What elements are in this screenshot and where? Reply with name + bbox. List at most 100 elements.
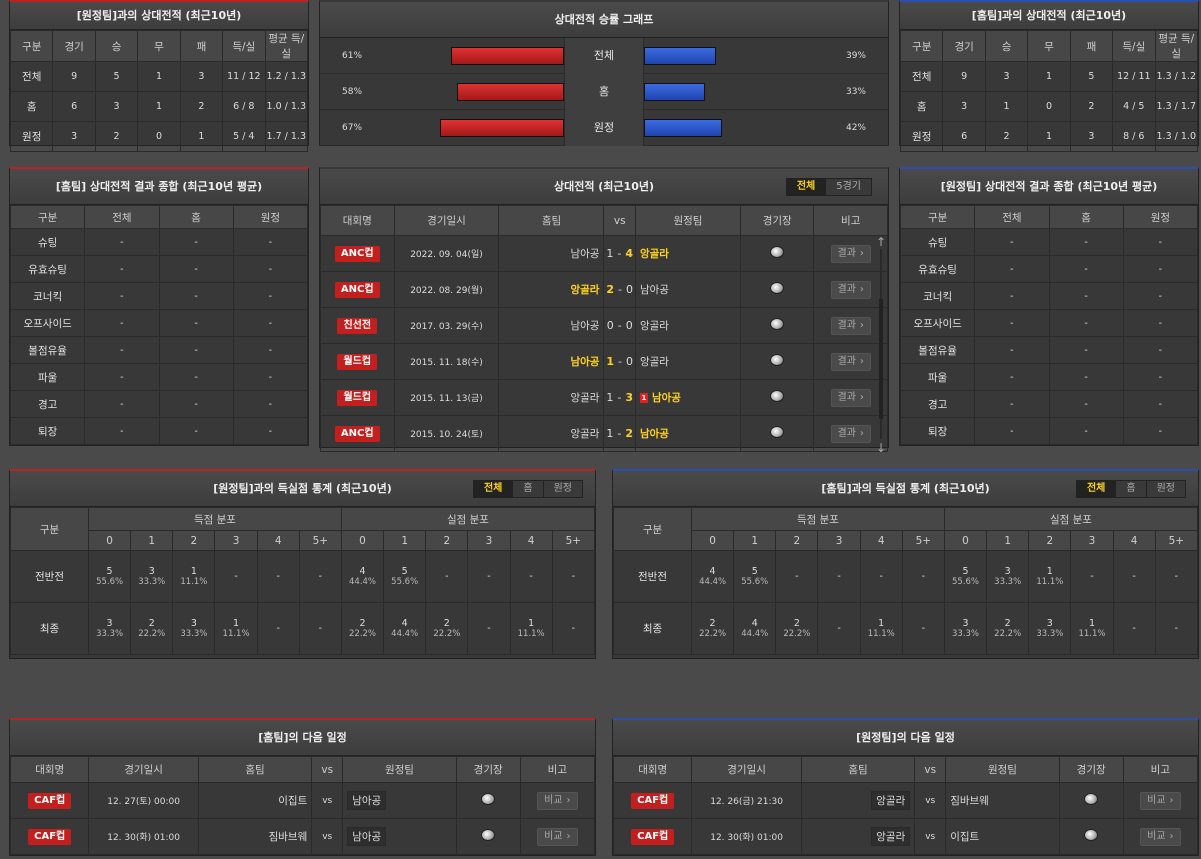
table-row: ANC컵 2015. 10. 24(토) 앙골라 1-2 남아공 결과 › bbox=[320, 415, 888, 452]
goal-cell: - bbox=[859, 550, 903, 603]
score-cell: 1-2 bbox=[603, 415, 636, 452]
cell-value: 3 bbox=[1069, 121, 1114, 152]
away-win-bar bbox=[644, 119, 722, 137]
panel-title: 상대전적 (최근10년) 전체 5경기 bbox=[320, 169, 888, 205]
stadium-icon[interactable] bbox=[770, 426, 785, 438]
chevron-right-icon: › bbox=[859, 283, 864, 295]
column-header: 승 bbox=[94, 30, 139, 62]
row-label: 경고 bbox=[9, 390, 86, 418]
compare-button[interactable]: 비교 › bbox=[537, 827, 578, 846]
cell-value: 11 / 12 bbox=[222, 61, 266, 92]
score-cell: 1-3 bbox=[603, 379, 636, 416]
away-team: 남아공 bbox=[342, 818, 457, 855]
scroll-up-icon[interactable]: ↑ bbox=[876, 235, 887, 249]
stadium-icon[interactable] bbox=[481, 793, 496, 805]
goal-count: 3 bbox=[1004, 566, 1011, 577]
scroll-thumb[interactable] bbox=[879, 299, 883, 419]
goal-count-header: 4 bbox=[256, 530, 300, 551]
result-button[interactable]: 결과 › bbox=[830, 352, 871, 371]
stadium-icon[interactable] bbox=[770, 390, 785, 402]
header-row: 구분 경기 승 무 패 득/실 평균 득/실 bbox=[899, 30, 1199, 62]
goal-cell: 4 44.4% bbox=[690, 550, 735, 603]
goal-count: - bbox=[1132, 571, 1136, 582]
stadium-icon[interactable] bbox=[481, 829, 496, 841]
tab-all[interactable]: 전체 bbox=[1076, 481, 1116, 497]
goal-cell: - bbox=[551, 550, 596, 603]
away-team-name: 남아공 bbox=[651, 392, 681, 404]
scrollbar[interactable]: ↑ ↓ bbox=[876, 235, 886, 455]
tab-all[interactable]: 전체 bbox=[473, 481, 513, 497]
tab-home[interactable]: 홈 bbox=[512, 481, 543, 497]
result-button[interactable]: 결과 › bbox=[830, 244, 871, 263]
goal-cell: - bbox=[901, 602, 945, 655]
competition-badge: CAF컵 bbox=[28, 828, 72, 845]
tab-away[interactable]: 원정 bbox=[1145, 481, 1185, 497]
column-header: 홈팀 bbox=[498, 205, 605, 236]
result-button[interactable]: 결과 › bbox=[830, 388, 871, 407]
stadium-icon[interactable] bbox=[770, 318, 785, 330]
cell-value: - bbox=[84, 309, 160, 337]
cell-value: - bbox=[1048, 255, 1124, 283]
row-label: 전반전 bbox=[10, 550, 89, 603]
stadium-icon[interactable] bbox=[770, 246, 785, 258]
goal-count-header: 2 bbox=[425, 530, 469, 551]
tab-all[interactable]: 전체 bbox=[786, 179, 826, 195]
away-team: 짐바브웨 bbox=[945, 782, 1060, 819]
home-score: 1 bbox=[606, 355, 615, 368]
cell-value: - bbox=[232, 390, 309, 418]
stadium-icon[interactable] bbox=[1084, 793, 1099, 805]
goal-count: 3 bbox=[190, 618, 197, 629]
goal-count: 2 bbox=[359, 618, 366, 629]
chevron-right-icon: › bbox=[1169, 794, 1174, 806]
goal-cell: 2 22.2% bbox=[775, 602, 819, 655]
away-team: 남아공 bbox=[342, 782, 457, 819]
tab-away[interactable]: 원정 bbox=[542, 481, 582, 497]
goal-count: 5 bbox=[962, 566, 969, 577]
goals-away-panel: [원정팀]과의 득실점 통계 (최근10년) 전체 홈 원정 구분 득점 분포 실점… bbox=[9, 469, 596, 659]
away-team: 남아공 bbox=[634, 415, 741, 452]
goal-percent: 11.1% bbox=[867, 629, 895, 639]
goal-cell: - bbox=[901, 550, 945, 603]
result-button[interactable]: 결과 › bbox=[830, 424, 871, 443]
compare-button[interactable]: 비교 › bbox=[537, 791, 578, 810]
goal-cell: 5 55.6% bbox=[383, 550, 427, 603]
header-row: 대회명 경기일시 홈팀 vs 원정팀 경기장 비고 bbox=[320, 205, 888, 236]
table-row: 전체 9 5 1 3 11 / 12 1.2 / 1.3 bbox=[9, 61, 309, 92]
goals-away-tabs: 전체 홈 원정 bbox=[472, 480, 583, 498]
column-header: 대회명 bbox=[320, 205, 395, 236]
goal-percent: 22.2% bbox=[349, 629, 377, 639]
stadium-icon[interactable] bbox=[1084, 829, 1099, 841]
scroll-down-icon[interactable]: ↓ bbox=[876, 441, 887, 455]
cell-value: 3 bbox=[52, 121, 96, 152]
stadium-cell bbox=[1058, 782, 1124, 819]
away-team: 앙골라 bbox=[634, 343, 741, 380]
cell-value: 1.3 / 1.2 bbox=[1154, 61, 1199, 92]
away-win-bar bbox=[644, 83, 705, 101]
away-team-name: 남아공 bbox=[639, 428, 669, 440]
competition-badge: ANC컵 bbox=[334, 281, 380, 298]
goal-count-header: 5+ bbox=[551, 530, 596, 551]
tab-home[interactable]: 홈 bbox=[1115, 481, 1146, 497]
row-label: 파울 bbox=[899, 363, 976, 391]
away-team-name: 이집트 bbox=[950, 831, 980, 843]
goal-count: 1 bbox=[528, 618, 535, 629]
tab-5games[interactable]: 5경기 bbox=[825, 179, 871, 195]
cell-value: 1 bbox=[137, 91, 181, 122]
cell-value: - bbox=[232, 363, 309, 391]
competition-badge: CAF컵 bbox=[631, 828, 675, 845]
goal-count-header: 1 bbox=[733, 530, 777, 551]
chevron-right-icon: › bbox=[859, 247, 864, 259]
stadium-cell bbox=[739, 343, 815, 380]
cell-value: - bbox=[1048, 228, 1124, 256]
stadium-icon[interactable] bbox=[770, 354, 785, 366]
competition-badge: CAF컵 bbox=[28, 792, 72, 809]
score-separator: - bbox=[618, 355, 623, 368]
compare-button[interactable]: 비교 › bbox=[1140, 827, 1181, 846]
goal-count-header: 1 bbox=[383, 530, 427, 551]
compare-button[interactable]: 비교 › bbox=[1140, 791, 1181, 810]
stadium-icon[interactable] bbox=[770, 282, 785, 294]
result-button[interactable]: 결과 › bbox=[830, 280, 871, 299]
column-header: 평균 득/실 bbox=[1154, 30, 1199, 62]
result-button[interactable]: 결과 › bbox=[830, 316, 871, 335]
cell-value: 1 bbox=[984, 91, 1029, 122]
